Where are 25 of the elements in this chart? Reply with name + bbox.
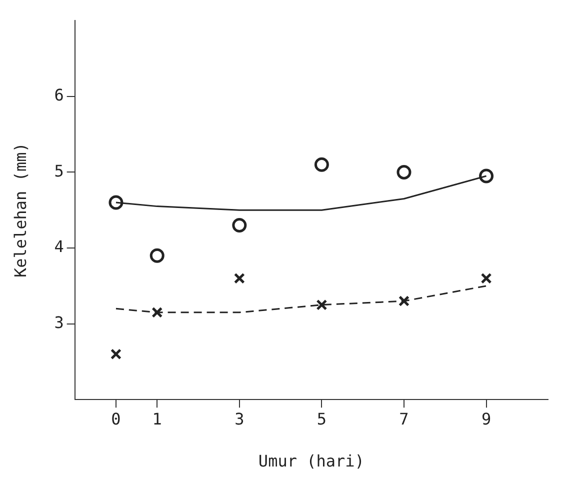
line-series [115, 285, 488, 314]
point [108, 195, 124, 210]
point [396, 164, 412, 180]
point [479, 168, 494, 184]
point [314, 157, 329, 172]
point [232, 218, 247, 233]
point [398, 296, 410, 307]
y-tick-label: 3 [54, 312, 64, 332]
y-tick-label: 5 [54, 161, 64, 180]
x-tick-label: 1 [152, 409, 162, 428]
point [316, 299, 328, 310]
x-axis-title: Umur (hari) [258, 452, 364, 471]
point [150, 248, 164, 263]
y-tick-label: 4 [54, 237, 64, 256]
x-tick-label: 5 [316, 409, 327, 428]
x-tick-label: 9 [481, 409, 492, 428]
point [480, 272, 492, 284]
point [110, 348, 122, 360]
x-tick-label: 7 [399, 409, 409, 428]
point [234, 272, 245, 284]
y-tick-label: 6 [54, 86, 64, 105]
x-tick-label: 3 [234, 409, 244, 428]
point [152, 306, 163, 318]
y-axis-title: Kelelehan (mm) [10, 142, 30, 278]
x-tick-label: 0 [111, 409, 121, 428]
